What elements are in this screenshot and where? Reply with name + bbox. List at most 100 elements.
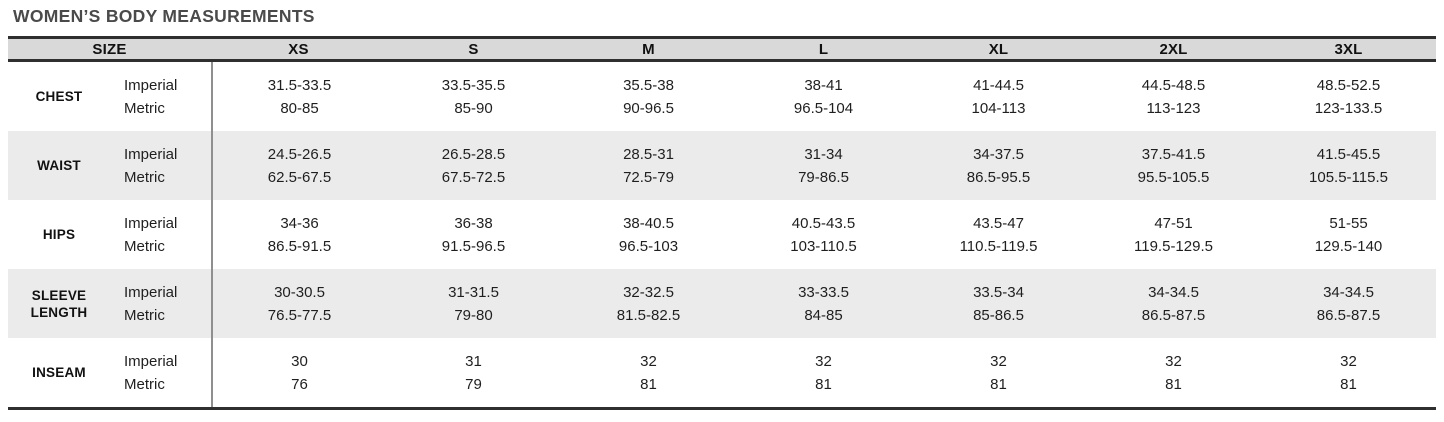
measurement-cell-waist-l: 31-34 79-86.5 — [736, 131, 911, 200]
table-row-chest: CHEST Imperial Metric 31.5-33.5 80-85 33.5-35… — [8, 62, 1436, 131]
imperial-value: 33.5-35.5 — [441, 76, 506, 94]
measurement-cell-sleeve-length-2xl: 34-34.5 86.5-87.5 — [1086, 269, 1261, 338]
metric-value: 85-90 — [454, 99, 493, 117]
imperial-value: 51-55 — [1329, 214, 1368, 232]
metric-value: 81 — [815, 375, 832, 393]
measurement-cell-waist-3xl: 41.5-45.5 105.5-115.5 — [1261, 131, 1436, 200]
measurement-cell-chest-m: 35.5-38 90-96.5 — [561, 62, 736, 131]
imperial-value: 32 — [990, 352, 1007, 370]
measurement-cell-chest-s: 33.5-35.5 85-90 — [386, 62, 561, 131]
unit-label-metric: Metric — [124, 99, 165, 117]
metric-value: 76.5-77.5 — [267, 306, 332, 324]
imperial-value: 31-31.5 — [448, 283, 499, 301]
unit-labels-cell: Imperial Metric — [110, 131, 211, 200]
table-row-sleeve-length: SLEEVE LENGTH Imperial Metric 30-30.5 76.5-7… — [8, 269, 1436, 338]
measurement-cell-waist-m: 28.5-31 72.5-79 — [561, 131, 736, 200]
table-row-hips: HIPS Imperial Metric 34-36 86.5-91.5 36-38 91.… — [8, 200, 1436, 269]
imperial-value: 34-37.5 — [973, 145, 1024, 163]
unit-label-metric: Metric — [124, 375, 165, 393]
imperial-value: 24.5-26.5 — [267, 145, 332, 163]
metric-value: 113-123 — [1146, 99, 1201, 117]
row-label-chest: CHEST — [35, 89, 83, 104]
metric-value: 96.5-103 — [618, 237, 679, 255]
metric-value: 79-86.5 — [798, 168, 849, 186]
measurement-cell-chest-xl: 41-44.5 104-113 — [911, 62, 1086, 131]
unit-label-metric: Metric — [124, 168, 165, 186]
measurement-cell-sleeve-length-3xl: 34-34.5 86.5-87.5 — [1261, 269, 1436, 338]
metric-value: 79 — [465, 375, 482, 393]
metric-value: 129.5-140 — [1314, 237, 1383, 255]
measurement-cell-sleeve-length-xl: 33.5-34 85-86.5 — [911, 269, 1086, 338]
metric-value: 85-86.5 — [973, 306, 1024, 324]
imperial-value: 34-34.5 — [1323, 283, 1374, 301]
measurement-cell-chest-3xl: 48.5-52.5 123-133.5 — [1261, 62, 1436, 131]
measurement-cell-waist-xs: 24.5-26.5 62.5-67.5 — [211, 131, 386, 200]
unit-label-metric: Metric — [124, 306, 165, 324]
metric-value: 81.5-82.5 — [616, 306, 681, 324]
imperial-value: 31 — [465, 352, 482, 370]
table-row-inseam: INSEAM Imperial Metric 30 76 31 79 32 81 32 81 32 81… — [8, 338, 1436, 407]
row-label-inseam: INSEAM — [32, 365, 86, 380]
metric-value: 86.5-91.5 — [267, 237, 332, 255]
unit-labels-cell: Imperial Metric — [110, 62, 211, 131]
imperial-value: 30 — [291, 352, 308, 370]
imperial-value: 36-38 — [454, 214, 493, 232]
imperial-value: 33.5-34 — [973, 283, 1024, 301]
column-header-2xl: 2XL — [1159, 40, 1188, 58]
imperial-value: 44.5-48.5 — [1141, 76, 1206, 94]
unit-labels-cell: Imperial Metric — [110, 338, 211, 407]
metric-value: 119.5-129.5 — [1134, 237, 1213, 255]
metric-value: 123-133.5 — [1314, 99, 1383, 117]
measurement-cell-sleeve-length-l: 33-33.5 84-85 — [736, 269, 911, 338]
imperial-value: 31.5-33.5 — [267, 76, 332, 94]
unit-labels-cell: Imperial Metric — [110, 200, 211, 269]
table-header-row: SIZE XS S M L XL 2XL 3XL — [8, 36, 1436, 62]
imperial-value: 48.5-52.5 — [1316, 76, 1381, 94]
imperial-value: 32 — [1165, 352, 1182, 370]
measurement-cell-inseam-2xl: 32 81 — [1086, 338, 1261, 407]
measurements-table: SIZE XS S M L XL 2XL 3XL CHEST Imperial Metric 31… — [8, 36, 1436, 410]
size-chart-page: WOMEN’S BODY MEASUREMENTS SIZE XS S M L XL 2X… — [8, 6, 1436, 410]
imperial-value: 43.5-47 — [973, 214, 1024, 232]
measurement-cell-chest-l: 38-41 96.5-104 — [736, 62, 911, 131]
imperial-value: 38-41 — [804, 76, 843, 94]
metric-value: 86.5-87.5 — [1141, 306, 1206, 324]
imperial-value: 38-40.5 — [623, 214, 674, 232]
imperial-value: 37.5-41.5 — [1141, 145, 1206, 163]
metric-value: 96.5-104 — [793, 99, 854, 117]
metric-value: 81 — [990, 375, 1007, 393]
measurement-cell-chest-xs: 31.5-33.5 80-85 — [211, 62, 386, 131]
metric-value: 90-96.5 — [623, 99, 674, 117]
metric-value: 110.5-119.5 — [959, 237, 1038, 255]
metric-value: 62.5-67.5 — [267, 168, 332, 186]
page-title: WOMEN’S BODY MEASUREMENTS — [13, 6, 315, 26]
unit-label-imperial: Imperial — [124, 283, 178, 301]
measurement-cell-hips-3xl: 51-55 129.5-140 — [1261, 200, 1436, 269]
measurement-cell-waist-xl: 34-37.5 86.5-95.5 — [911, 131, 1086, 200]
unit-label-imperial: Imperial — [124, 76, 178, 94]
unit-label-metric: Metric — [124, 237, 165, 255]
measurement-cell-hips-2xl: 47-51 119.5-129.5 — [1086, 200, 1261, 269]
measurement-cell-hips-l: 40.5-43.5 103-110.5 — [736, 200, 911, 269]
metric-value: 72.5-79 — [623, 168, 674, 186]
metric-value: 86.5-87.5 — [1316, 306, 1381, 324]
measurement-cell-sleeve-length-xs: 30-30.5 76.5-77.5 — [211, 269, 386, 338]
measurement-cell-hips-xl: 43.5-47 110.5-119.5 — [911, 200, 1086, 269]
metric-value: 103-110.5 — [790, 237, 857, 255]
row-label-hips: HIPS — [42, 227, 76, 242]
metric-value: 81 — [1340, 375, 1357, 393]
column-header-m: M — [642, 40, 655, 58]
unit-labels-cell: Imperial Metric — [110, 269, 211, 338]
unit-label-imperial: Imperial — [124, 145, 178, 163]
imperial-value: 34-36 — [280, 214, 319, 232]
imperial-value: 35.5-38 — [623, 76, 674, 94]
imperial-value: 32 — [640, 352, 657, 370]
table-row-waist: WAIST Imperial Metric 24.5-26.5 62.5-67.5 26.… — [8, 131, 1436, 200]
column-header-s: S — [468, 40, 479, 58]
column-header-xl: XL — [988, 40, 1009, 58]
measurement-cell-hips-s: 36-38 91.5-96.5 — [386, 200, 561, 269]
column-header-l: L — [818, 40, 829, 58]
measurement-cell-inseam-xl: 32 81 — [911, 338, 1086, 407]
measurement-cell-inseam-m: 32 81 — [561, 338, 736, 407]
measurement-cell-inseam-l: 32 81 — [736, 338, 911, 407]
